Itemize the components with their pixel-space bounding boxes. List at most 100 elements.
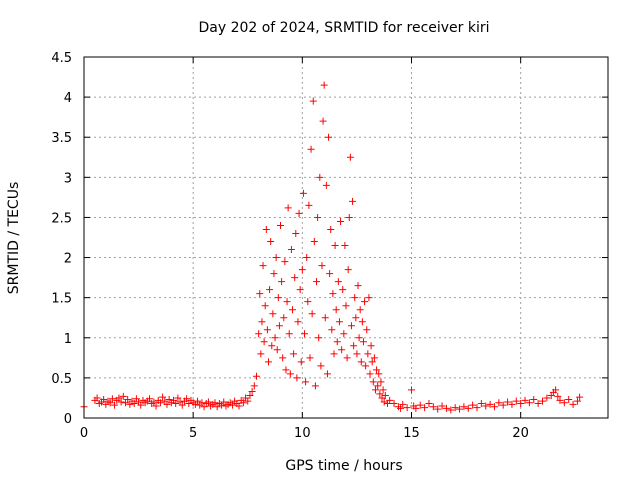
data-point	[320, 81, 328, 89]
data-point	[335, 318, 343, 326]
data-point	[333, 338, 341, 346]
data-point	[286, 370, 294, 378]
data-point	[373, 366, 381, 374]
data-point	[352, 314, 360, 322]
data-point	[284, 204, 292, 212]
data-point	[211, 399, 219, 407]
chart-title: Day 202 of 2024, SRMTID for receiver kir…	[198, 20, 489, 36]
data-point	[356, 306, 364, 314]
data-point	[293, 374, 301, 382]
y-tick-label: 2.5	[51, 211, 72, 226]
data-point	[275, 322, 283, 330]
data-point	[330, 350, 338, 358]
data-point	[304, 298, 312, 306]
data-point	[343, 354, 351, 362]
data-point	[362, 362, 370, 370]
data-point	[111, 401, 119, 409]
data-point	[323, 370, 331, 378]
data-points	[80, 81, 584, 414]
data-point	[363, 326, 371, 334]
data-point	[364, 350, 372, 358]
data-point	[303, 254, 311, 262]
data-point	[329, 290, 337, 298]
data-point	[576, 393, 584, 401]
data-point	[259, 262, 267, 270]
data-point	[473, 404, 481, 412]
data-point	[296, 286, 304, 294]
data-point	[381, 392, 389, 400]
data-point	[264, 358, 272, 366]
data-point	[261, 302, 269, 310]
data-point	[377, 378, 385, 386]
data-point	[447, 406, 455, 414]
data-point	[174, 394, 182, 402]
data-point	[412, 404, 420, 412]
data-point	[554, 392, 562, 400]
data-point	[159, 393, 167, 401]
data-point	[477, 400, 485, 408]
data-point	[266, 286, 274, 294]
data-point	[569, 400, 577, 408]
data-point	[346, 153, 354, 161]
data-point	[338, 346, 346, 354]
data-point	[289, 306, 297, 314]
y-tick-label: 4.5	[51, 51, 72, 66]
data-point	[248, 388, 256, 396]
plot-frame	[83, 56, 609, 419]
data-point	[370, 354, 378, 362]
data-point	[260, 338, 268, 346]
data-point	[340, 330, 348, 338]
data-point	[379, 386, 387, 394]
y-tick-label: 3	[64, 171, 72, 186]
x-tick-label: 15	[403, 426, 420, 441]
data-point	[306, 354, 314, 362]
data-point	[326, 270, 334, 278]
data-point	[331, 242, 339, 250]
data-point	[307, 145, 315, 153]
y-axis-label: SRMTID / TECUs	[6, 182, 22, 295]
data-point	[93, 394, 101, 402]
y-tick-label: 1.5	[51, 292, 72, 307]
data-point	[367, 342, 375, 350]
data-point	[305, 201, 313, 209]
data-point	[301, 330, 309, 338]
data-point	[267, 238, 275, 246]
data-point	[255, 330, 263, 338]
data-point	[530, 396, 538, 404]
x-axis-label: GPS time / hours	[285, 458, 402, 474]
data-point	[137, 401, 145, 409]
data-point	[512, 397, 520, 405]
data-point	[318, 262, 326, 270]
data-point	[429, 403, 437, 411]
data-point	[282, 366, 290, 374]
data-point	[347, 322, 355, 330]
data-point	[100, 396, 108, 404]
data-point	[341, 242, 349, 250]
data-point	[573, 397, 581, 405]
data-point	[345, 213, 353, 221]
data-point	[291, 274, 299, 282]
data-point	[328, 326, 336, 334]
data-point	[115, 394, 123, 402]
data-point	[534, 400, 542, 408]
data-point	[274, 294, 282, 302]
data-point	[271, 334, 279, 342]
data-point	[438, 402, 446, 410]
data-point	[294, 318, 302, 326]
data-point	[366, 370, 374, 378]
data-point	[353, 350, 361, 358]
data-point	[117, 398, 125, 406]
data-point	[130, 400, 138, 408]
data-point	[256, 290, 264, 298]
y-tick-labels: 0 0.5 1 1.5 2 2.5 3 3.5 4 4.5	[51, 51, 72, 427]
data-point	[349, 197, 357, 205]
data-point	[361, 298, 369, 306]
data-point	[355, 334, 363, 342]
data-point	[178, 401, 186, 409]
y-tick-label: 1	[64, 332, 72, 347]
data-point	[332, 306, 340, 314]
data-point	[560, 399, 568, 407]
data-point	[194, 397, 202, 405]
data-point	[235, 402, 243, 410]
